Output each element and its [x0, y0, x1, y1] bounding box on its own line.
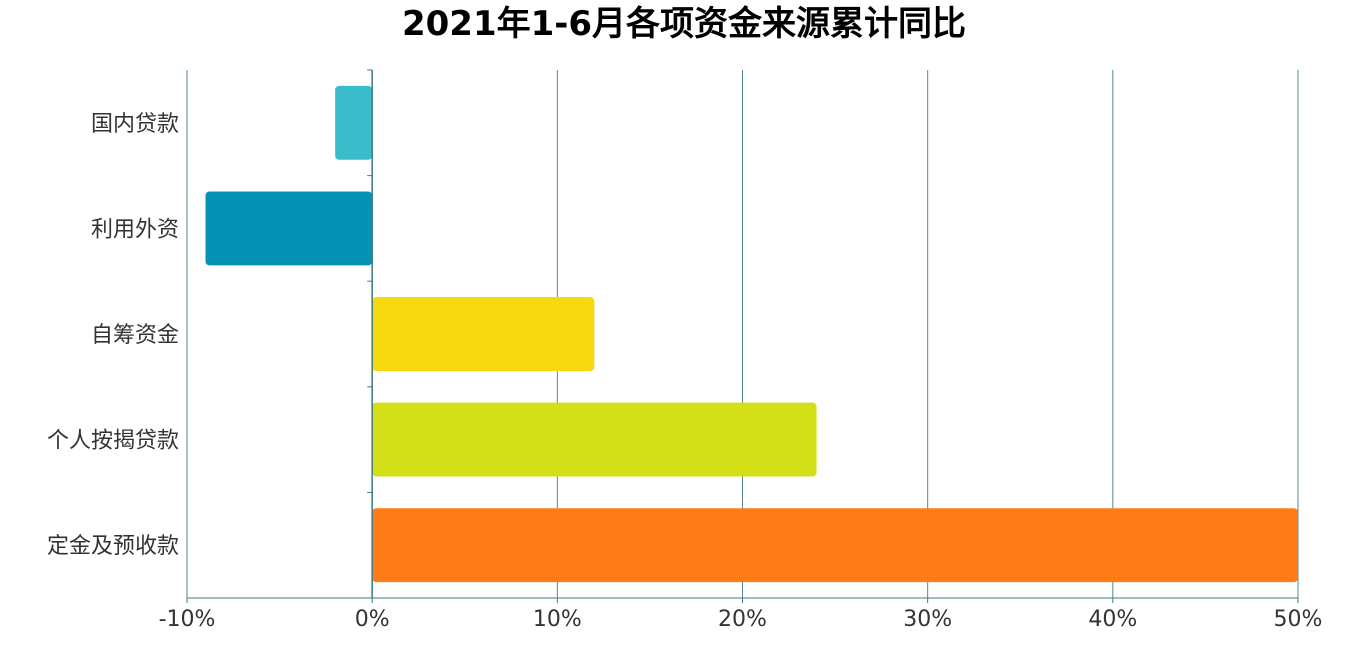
category-label: 个人按揭贷款	[47, 429, 179, 454]
axes	[186, 69, 1299, 603]
bar	[205, 191, 373, 266]
x-tick-label: 10%	[533, 607, 582, 632]
x-tick-label: 0%	[355, 607, 390, 632]
bar	[372, 297, 595, 371]
x-tick-label: 50%	[1274, 607, 1323, 632]
category-label: 国内贷款	[91, 112, 179, 137]
category-label: 利用外资	[91, 217, 179, 242]
bar	[372, 402, 817, 477]
category-label: 定金及预收款	[47, 534, 179, 559]
chart-title: 2021年1-6月各项资金来源累计同比	[401, 4, 967, 44]
x-tick-label: 30%	[903, 607, 952, 632]
bars	[205, 85, 1299, 583]
labels: -10% 0% 10% 20% 30% 40% 50% 国内贷款利用外资自筹资金个人按揭贷款定…	[47, 112, 1322, 632]
x-tick-label: -10%	[159, 607, 216, 632]
bar	[335, 85, 373, 160]
category-label: 自筹资金	[91, 323, 179, 348]
x-tick-label: 20%	[718, 607, 767, 632]
bar	[372, 508, 1299, 583]
x-tick-label: 40%	[1088, 607, 1137, 632]
